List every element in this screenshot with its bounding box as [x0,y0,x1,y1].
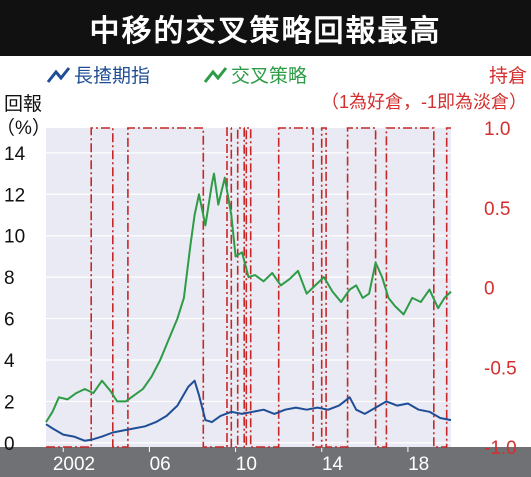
right-tick-label: 0 [484,279,495,300]
left-tick-label: 2 [4,392,15,413]
position-series-line [46,127,451,448]
x-tick-label: 18 [408,454,429,475]
legend-line-icon-hsi [46,67,71,83]
left-tick-label: 10 [4,227,25,248]
right-axis-ticks: 1.0 0.5 0 -0.5 -1.0 [484,119,517,459]
left-tick-label: 4 [4,351,15,372]
left-tick-label: 8 [4,268,15,289]
left-axis-label: 回報 [4,93,42,115]
x-tick-label: 06 [150,454,171,475]
right-tick-label: 0.5 [484,199,510,220]
left-axis-ticks: 0 2 4 6 8 10 12 14 [4,144,26,455]
x-tick-label: 2002 [53,454,95,475]
legend: 長揸期指 交叉策略 [46,65,307,87]
legend-line-icon-strategy [203,67,228,83]
right-tick-label: 1.0 [484,119,510,140]
right-tick-label: -0.5 [484,358,517,379]
hsi-series-line [45,379,452,442]
left-tick-label: 14 [4,144,26,165]
left-tick-label: 0 [4,434,15,455]
left-tick-label: 12 [4,185,25,206]
left-tick-label: 6 [4,310,15,331]
right-axis-label: 持倉 [489,65,527,87]
plot-background [46,128,451,447]
right-axis-note: （1為好倉，-1即為淡倉） [321,92,527,112]
x-tick-label: 10 [236,454,257,475]
x-axis-band [0,447,531,477]
x-axis-ticks: 2002 06 10 14 18 [53,447,429,475]
legend-label-hsi: 長揸期指 [74,65,150,87]
strategy-series-line [45,172,452,423]
right-tick-label: -1.0 [484,438,517,459]
x-tick-label: 14 [322,454,344,475]
legend-label-strategy: 交叉策略 [231,65,307,87]
chart-title: 中移的交叉策略回報最高 [0,0,531,56]
chart-area: 長揸期指 交叉策略 回報 （%） 持倉 （1為好倉，-1即為淡倉） 0 2 4 6 8 1… [0,65,531,477]
left-axis-unit: （%） [0,117,51,139]
